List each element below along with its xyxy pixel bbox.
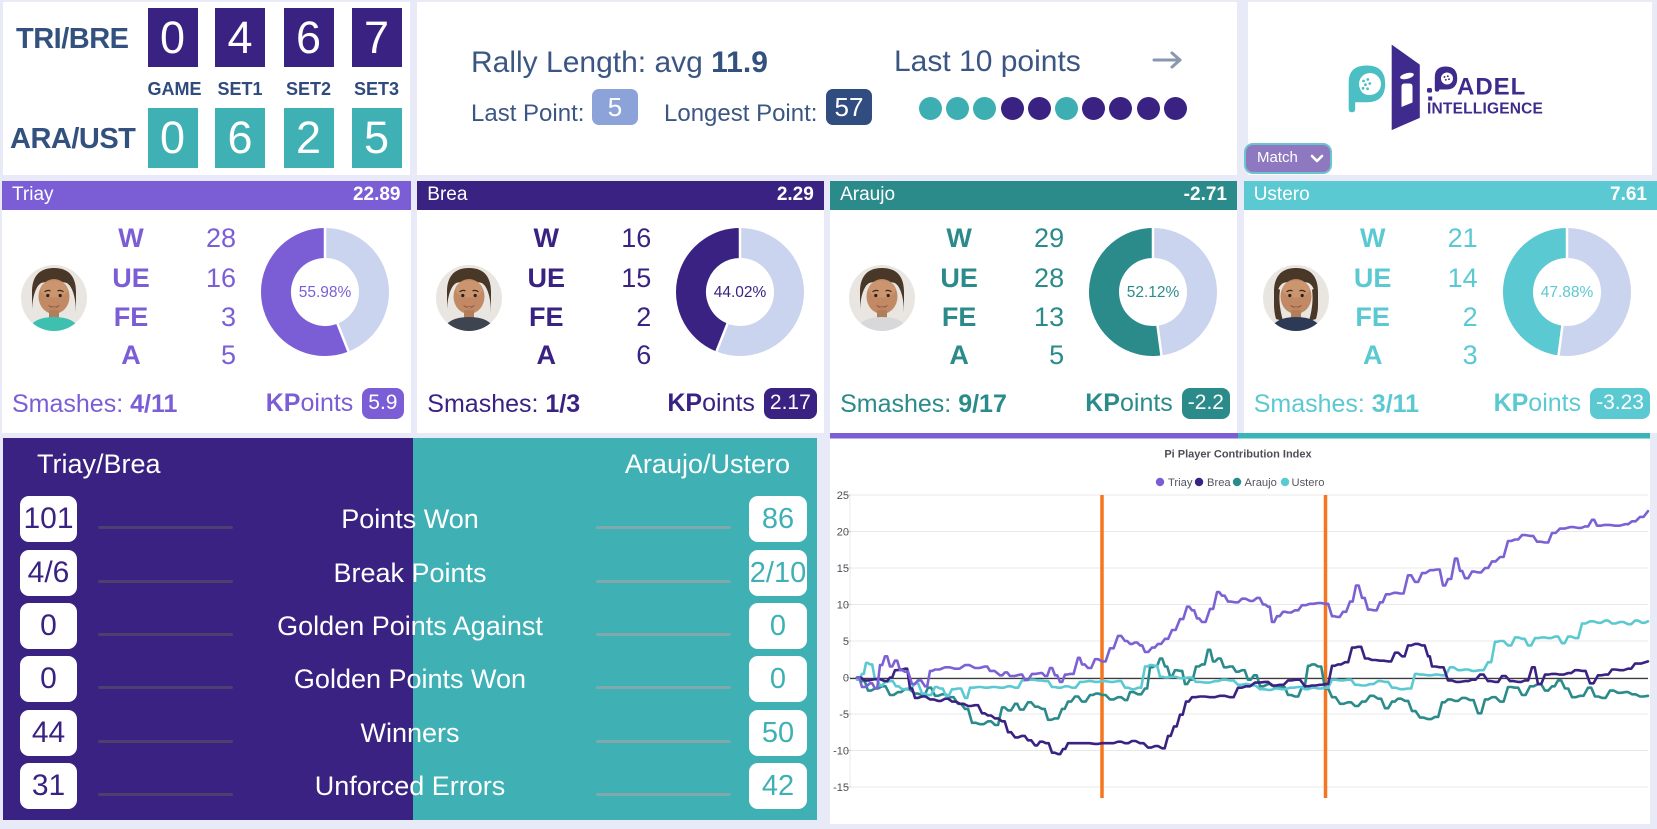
svg-text:ADEL: ADEL [1457, 74, 1526, 101]
svg-text:55.98%: 55.98% [299, 284, 352, 301]
svg-text:5: 5 [843, 636, 849, 648]
svg-text:-5: -5 [839, 709, 849, 721]
svg-text:Ustero: Ustero [1292, 477, 1325, 489]
svg-text:20: 20 [837, 527, 849, 539]
svg-text:52.12%: 52.12% [1127, 284, 1180, 301]
svg-text:47.88%: 47.88% [1540, 284, 1593, 301]
svg-text:-10: -10 [833, 746, 849, 758]
svg-text:0: 0 [843, 673, 849, 685]
svg-text:INTELLIGENCE: INTELLIGENCE [1427, 101, 1543, 118]
svg-text:25: 25 [837, 490, 849, 502]
svg-text:Triay: Triay [1168, 477, 1193, 489]
svg-text:Brea: Brea [1207, 477, 1231, 489]
svg-text:Araujo: Araujo [1245, 477, 1277, 489]
svg-text:15: 15 [837, 563, 849, 575]
svg-text:10: 10 [837, 600, 849, 612]
svg-text:Pi Player Contribution Index: Pi Player Contribution Index [1164, 449, 1312, 461]
svg-text:44.02%: 44.02% [714, 284, 767, 301]
svg-text:-15: -15 [833, 782, 849, 794]
